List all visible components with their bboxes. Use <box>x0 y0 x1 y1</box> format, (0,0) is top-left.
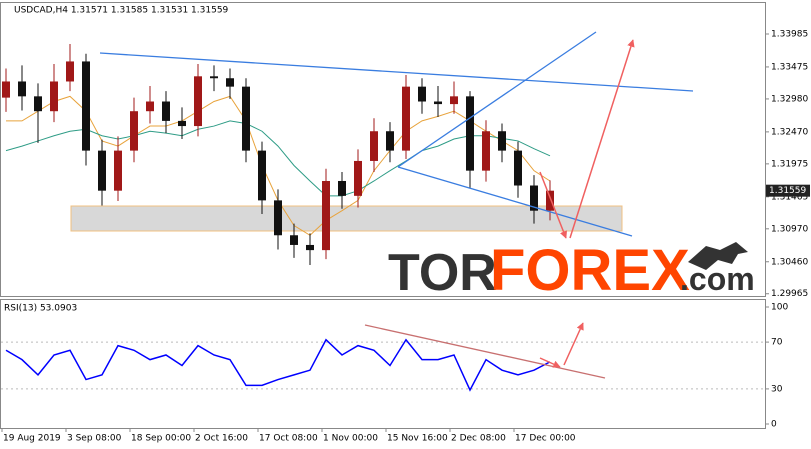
candle-body <box>466 96 474 171</box>
x-tick-label: 17 Dec 00:00 <box>515 434 576 444</box>
x-tick-label: 2 Oct 16:00 <box>195 434 248 444</box>
y-tick-label: 1.30460 <box>771 257 808 267</box>
y-tick-label: 1.29965 <box>771 289 808 299</box>
forecast-arrow <box>539 171 568 239</box>
rsi-arrow <box>563 322 584 366</box>
y-tick-label: 1.32470 <box>771 127 808 137</box>
y-tick-label: 100 <box>771 303 788 313</box>
candle-body <box>210 76 218 79</box>
x-tick-label: 1 Nov 00:00 <box>323 434 378 444</box>
watermark-com: .com <box>680 261 755 297</box>
trendline <box>99 52 694 92</box>
bull-logo <box>688 242 748 270</box>
candle-body <box>530 185 538 211</box>
watermark-tor: TOR <box>388 244 497 302</box>
candle-body <box>450 96 458 105</box>
candle-body <box>322 180 330 251</box>
y-tick-label: 0 <box>771 420 777 430</box>
candle-body <box>258 150 266 201</box>
candle-body <box>306 244 314 251</box>
rsi-panel <box>0 299 766 429</box>
x-tick-label: 19 Aug 2019 <box>3 434 61 444</box>
y-tick-label: 30 <box>771 384 783 394</box>
candle-body <box>434 101 442 105</box>
forecast-arrow <box>569 39 635 239</box>
trendline <box>397 31 597 168</box>
candle-body <box>418 86 426 102</box>
candle-body <box>370 131 378 161</box>
x-tick-label: 3 Sep 08:00 <box>67 434 122 444</box>
candle-body <box>34 96 42 112</box>
rsi-title: RSI(13) 53.0903 <box>4 304 77 314</box>
support-zone <box>70 205 623 232</box>
candle-body <box>194 76 202 127</box>
y-tick-label: 1.30970 <box>771 224 808 234</box>
candle-body <box>226 78 234 87</box>
rsi-line <box>5 338 551 392</box>
last-price-box <box>766 184 810 197</box>
candle-body <box>242 86 250 151</box>
candle-body <box>146 101 154 112</box>
candle-body <box>2 81 10 98</box>
candle-body <box>50 81 58 112</box>
candle-body <box>386 131 394 151</box>
x-tick-label: 15 Nov 16:00 <box>387 434 448 444</box>
moving-average <box>5 120 551 197</box>
candle-body <box>162 101 170 121</box>
price-panel <box>0 2 766 297</box>
trendline <box>397 166 633 237</box>
candle-body <box>178 120 186 127</box>
y-tick-label: 1.33985 <box>771 29 808 39</box>
price-title: USDCAD,H4 1.31571 1.31585 1.31531 1.3155… <box>14 6 229 16</box>
rsi-trendline <box>364 324 606 379</box>
watermark-forex: FOREX <box>490 238 690 303</box>
last-price-label: 1.31559 <box>769 186 806 196</box>
candle-body <box>482 131 490 171</box>
y-tick-label: 1.31975 <box>771 159 808 169</box>
candle-body <box>402 86 410 151</box>
x-tick-label: 18 Sep 00:00 <box>131 434 191 444</box>
rsi-arrow <box>539 357 561 368</box>
x-tick-label: 17 Oct 08:00 <box>259 434 318 444</box>
candle-body <box>114 150 122 191</box>
watermark: TOR FOREX .com <box>388 238 755 303</box>
y-tick-label: 1.33475 <box>771 62 808 72</box>
y-tick-label: 1.31465 <box>771 192 808 202</box>
candle-body <box>98 150 106 191</box>
candle-body <box>130 111 138 151</box>
candle-body <box>82 61 90 151</box>
candle-body <box>514 150 522 186</box>
candle-body <box>290 235 298 245</box>
candle-body <box>338 180 346 196</box>
x-tick-label: 2 Dec 08:00 <box>451 434 506 444</box>
candle-body <box>18 81 26 97</box>
candle-body <box>498 131 506 151</box>
candle-body <box>66 61 74 82</box>
candle-body <box>546 190 554 211</box>
y-tick-label: 70 <box>771 338 783 348</box>
candle-body <box>274 200 282 236</box>
candle-body <box>354 160 362 196</box>
y-tick-label: 1.32980 <box>771 94 808 104</box>
